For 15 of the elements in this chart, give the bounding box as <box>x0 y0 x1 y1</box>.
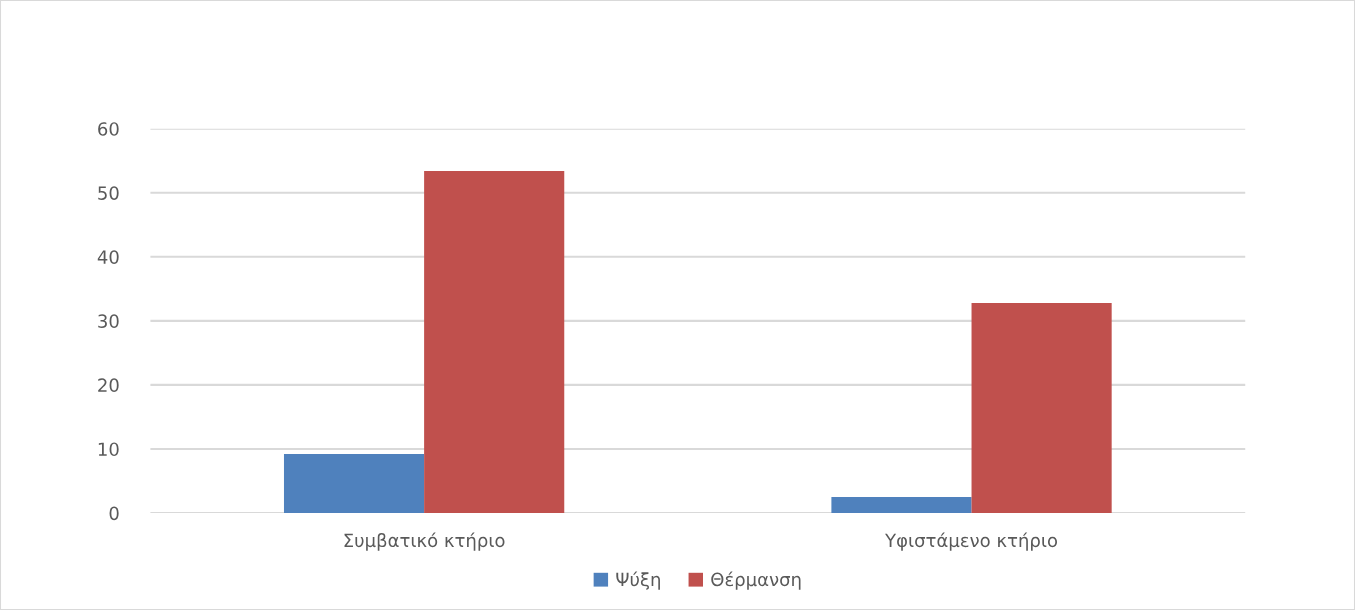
y-tick-label: 60 <box>98 122 119 136</box>
legend-label: Ψύξη <box>616 571 660 590</box>
y-tick-label: 40 <box>97 250 119 264</box>
y-tick-label: 50 <box>98 186 119 200</box>
y-tick-label: 30 <box>98 314 119 328</box>
bar <box>971 302 1112 514</box>
bar <box>831 497 972 514</box>
y-tick-label: 10 <box>98 442 119 457</box>
bar <box>283 454 425 514</box>
x-tick-label: Υφιστάμενο κτήριο <box>885 532 1058 551</box>
y-tick-label: 20 <box>98 378 119 393</box>
bar <box>424 170 565 514</box>
y-tick-label: 0 <box>109 506 119 521</box>
legend-label: Θέρμανση <box>711 571 801 590</box>
x-tick-label: Συμβατικό κτήριο <box>344 532 505 551</box>
